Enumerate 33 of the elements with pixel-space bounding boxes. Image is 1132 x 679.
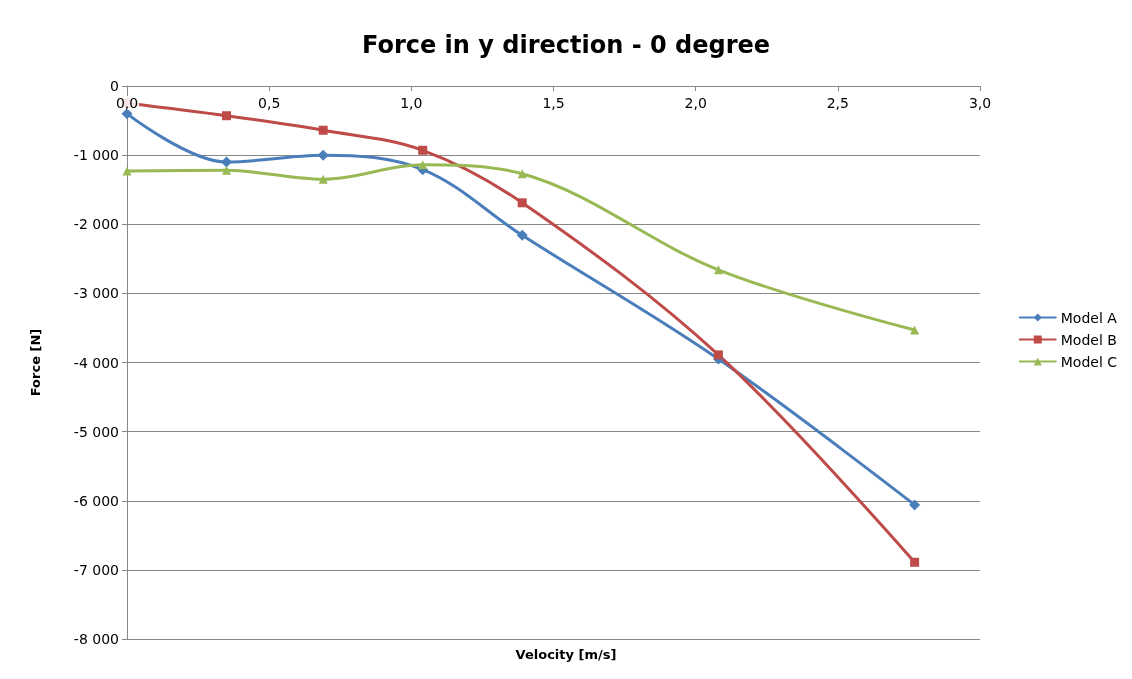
y-tick-label: -7 000 [73,561,119,578]
x-tick-label: 2,5 [826,95,849,111]
point [318,125,328,135]
chart-title: Force in y direction - 0 degree [361,31,771,59]
y-tick-label: -2 000 [73,216,119,233]
x-axis-title: Velocity [m/s] [515,647,617,662]
point [909,499,921,511]
legend-label: Model C [1060,353,1118,370]
point [516,229,528,241]
point [222,165,232,175]
y-tick-label: -6 000 [73,492,119,509]
y-tick-label: 0 [110,78,119,94]
x-tick-label: 1,5 [542,95,565,111]
x-tick-label: 1,0 [400,95,423,111]
y-tick-label: -3 000 [73,285,119,302]
point [222,111,232,121]
point [418,145,428,155]
point [713,350,723,360]
legend-label: Model A [1060,309,1118,326]
y-tick-label: -8 000 [73,631,119,647]
legend-label: Model B [1060,331,1117,348]
y-tick-label: -4 000 [73,354,119,371]
x-tick-label: 0,5 [258,95,281,111]
point [517,198,527,208]
x-tick-label: 2,0 [684,95,707,111]
point [122,166,132,176]
point [318,174,328,184]
y-tick-label: -5 000 [73,423,119,440]
point [910,557,920,567]
y-axis-title: Force [N] [28,328,43,397]
point [910,325,920,335]
x-tick-label: 3,0 [968,95,992,111]
y-tick-label: -1 000 [73,147,119,164]
